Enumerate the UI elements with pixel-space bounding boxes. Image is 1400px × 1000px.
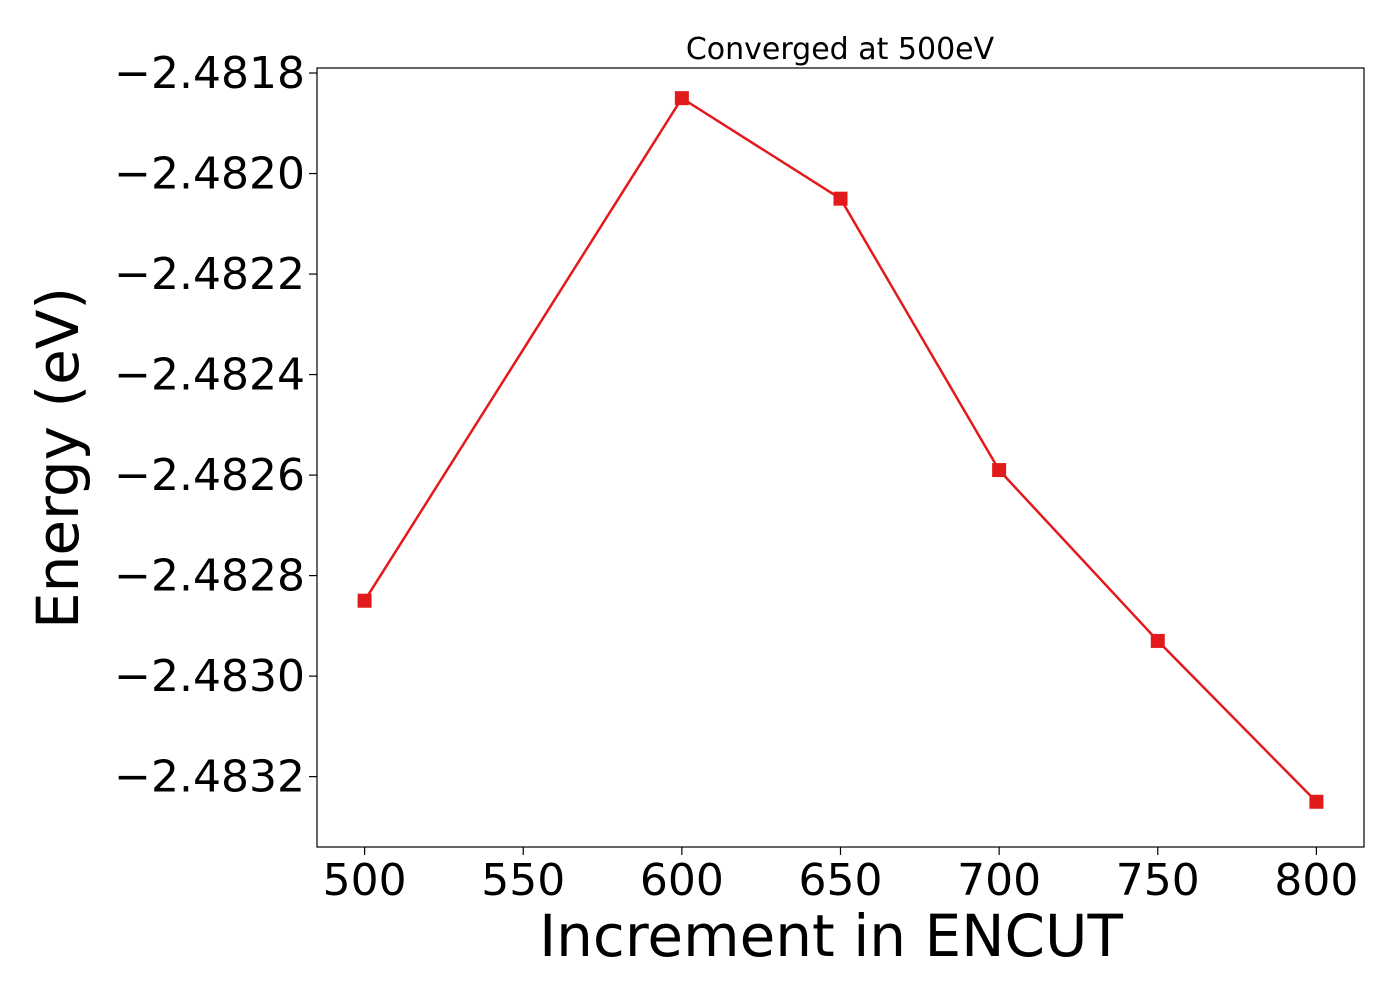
series-line [363,96,1318,803]
x-tick-label: 500 [323,855,407,906]
y-axis: −2.4818 −2.4820 −2.4822 −2.4824 −2.4826 −2.48… [114,48,317,803]
data-point [1309,794,1324,809]
y-tick-label: −2.4818 [114,48,305,99]
y-tick-label: −2.4822 [114,249,305,300]
x-tick-label: 750 [1116,855,1200,906]
data-point [833,191,848,206]
y-tick-label: −2.4828 [114,551,305,602]
x-tick-label: 600 [640,855,724,906]
x-axis: 500 550 600 650 700 750 800 [323,847,1358,906]
data-point [357,593,372,608]
y-tick-label: −2.4830 [114,651,305,702]
data-point [674,91,689,106]
series-markers [357,91,1324,809]
x-tick-label: 550 [481,855,565,906]
y-tick-label: −2.4826 [114,450,305,501]
x-axis-label: Increment in ENCUT [539,902,1123,970]
data-point [992,463,1007,478]
y-axis-label: Energy (eV) [24,287,92,629]
plot-frame [316,67,1365,848]
x-tick-label: 800 [1274,855,1358,906]
y-tick-label: −2.4832 [114,752,305,803]
data-point [1150,633,1165,648]
y-tick-label: −2.4820 [114,149,305,200]
chart-title: Converged at 500eV [686,32,995,67]
y-tick-label: −2.4824 [114,350,305,401]
x-tick-label: 700 [957,855,1041,906]
x-tick-label: 650 [799,855,883,906]
